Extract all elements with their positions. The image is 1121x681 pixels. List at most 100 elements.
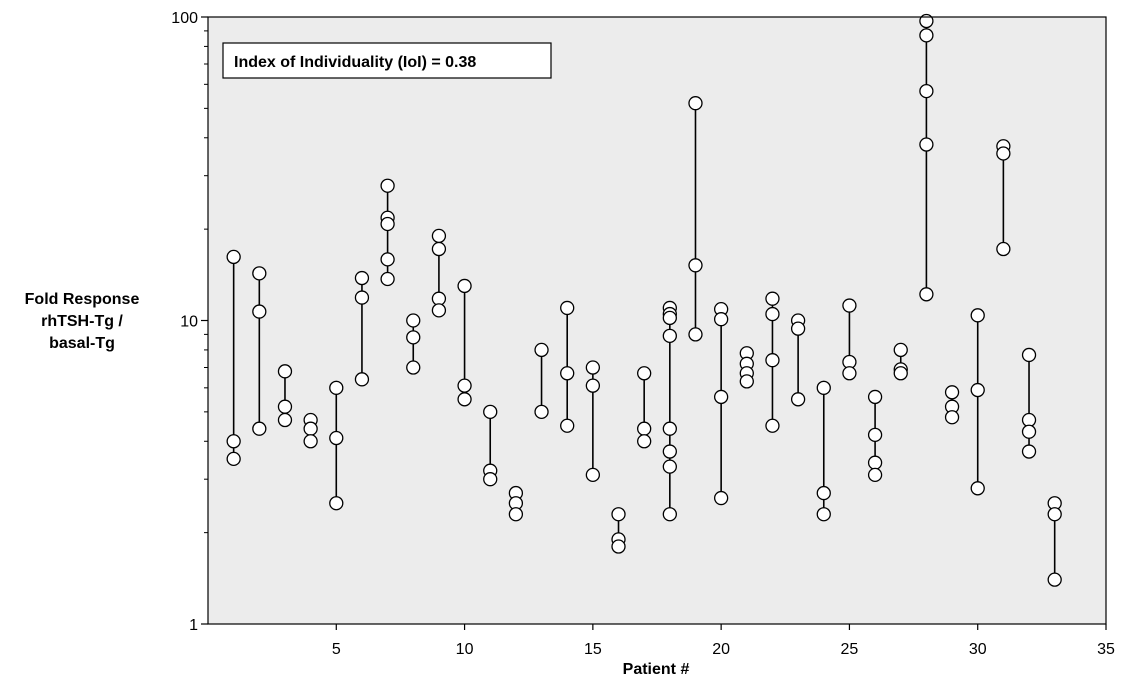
patient-series [252,266,267,436]
data-point [765,418,780,433]
data-point [713,312,729,327]
patient-series [688,96,703,342]
y-tick-label: 100 [171,10,198,27]
data-point [867,389,883,405]
data-point [406,360,421,375]
data-point [688,327,703,342]
data-point [560,418,575,433]
x-tick-label: 25 [841,641,859,658]
data-point [662,310,677,326]
data-point [560,366,575,381]
data-point [354,372,370,387]
data-point [277,412,293,428]
data-point [611,539,626,554]
annotation-box: Index of Individuality (IoI) = 0.38 [222,42,552,79]
data-point [277,364,293,379]
data-series-layer [226,13,1062,587]
patient-series [354,270,370,387]
patient-series [1047,496,1062,587]
data-point [637,434,652,449]
data-point [739,374,754,389]
data-point [765,353,780,368]
data-point [1021,412,1037,428]
data-point [380,216,395,232]
patient-series [277,364,293,428]
data-point [637,366,652,381]
data-point [534,404,549,420]
patient-series [585,360,601,483]
patient-series [303,412,318,449]
patient-series [508,485,524,522]
patient-series [534,342,549,420]
data-point [380,178,395,193]
data-point [996,146,1011,161]
data-point [585,467,601,483]
data-point [585,378,601,393]
data-point [457,378,472,393]
data-point [1047,572,1062,587]
annotation-frame [222,42,552,79]
data-point [765,291,780,306]
data-point [508,507,524,522]
data-point [585,360,601,375]
patient-series [816,380,831,522]
data-point [919,137,934,152]
patient-series [1021,347,1037,459]
data-point [303,421,318,436]
patient-series [662,300,677,522]
data-point [431,303,447,318]
data-point [329,430,344,446]
data-point [867,427,883,442]
data-point [406,313,421,328]
data-point [252,304,267,319]
patient-series [970,308,985,496]
y-axis-title-line-3: basal-Tg [49,335,115,352]
y-axis-title: Fold Response rhTSH-Tg / basal-Tg [25,291,140,352]
x-tick-label: 20 [712,641,730,658]
data-point [996,241,1011,257]
patient-series [611,507,626,554]
data-point [380,252,395,267]
y-tick-label: 1 [189,617,198,634]
data-point [354,270,370,286]
patient-series [329,380,344,511]
data-point [226,451,241,467]
data-point [816,380,831,395]
data-point [329,496,344,511]
data-point [970,481,985,496]
data-point [688,258,703,273]
data-point [919,13,934,29]
data-point [406,330,421,345]
data-point [662,444,677,459]
data-point [380,271,395,287]
data-point [970,382,985,398]
patient-series [560,300,575,433]
data-point [1021,347,1037,363]
data-point [713,389,729,405]
data-point [842,366,857,381]
x-axis-title: Patient # [623,661,690,678]
y-axis-title-line-2: rhTSH-Tg / [41,313,123,330]
patient-series [944,385,960,425]
patient-series [637,366,652,449]
data-point [457,392,472,407]
data-point [919,83,934,99]
data-point [688,96,703,111]
patient-series [457,278,472,407]
data-point [765,306,780,322]
data-point [226,249,241,265]
patient-series [483,404,498,487]
patient-series [713,301,729,506]
data-point [867,455,883,470]
data-point [662,459,677,474]
patient-series [431,228,447,318]
axes: 5 10 15 20 25 30 35 1 10 100 [171,10,1115,658]
data-point [970,308,985,323]
patient-series [765,291,780,433]
data-point [483,404,498,420]
patient-series [996,139,1011,257]
data-point [277,399,293,414]
data-point [1047,507,1062,522]
y-axis-title-line-1: Fold Response [25,291,140,308]
data-point [1021,424,1037,439]
